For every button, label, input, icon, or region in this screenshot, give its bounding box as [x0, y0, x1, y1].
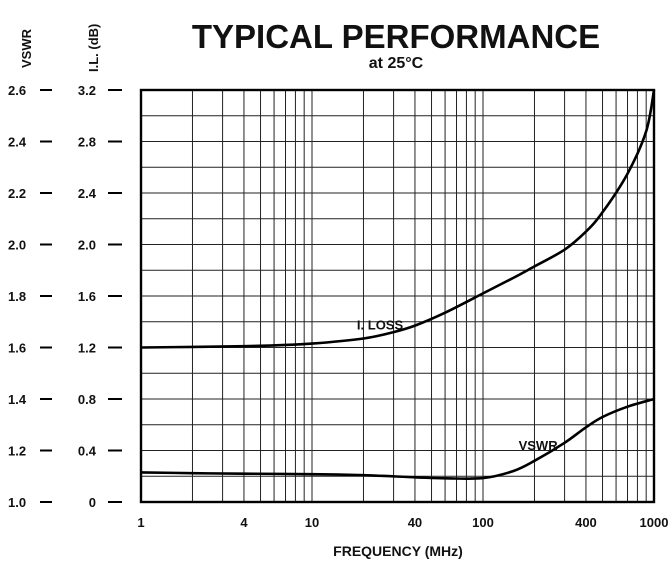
vswr-tick-label: 2.0	[8, 238, 26, 253]
vswr-curve	[140, 397, 655, 481]
vswr-tick-label: 2.6	[8, 83, 26, 98]
insertion-loss-curve	[140, 89, 656, 349]
vswr-tick-label: 1.2	[8, 444, 26, 459]
vswr-curve-label: VSWR	[519, 438, 559, 453]
il-axis-label: I.L. (dB)	[86, 24, 101, 72]
chart-grid	[141, 90, 654, 502]
il-tick-label: 0.4	[78, 444, 97, 459]
vswr-tick-label: 2.2	[8, 186, 26, 201]
plot-border	[139, 88, 656, 504]
vswr-tick-label: 1.4	[8, 392, 27, 407]
chart-title: TYPICAL PERFORMANCE	[192, 18, 600, 55]
chart-ticks: 1.0 0 1.2 0.4 1.4 0.8 1.6 1.2 1.8 1.6 2.0 2.0 2.2 2.4…	[8, 83, 668, 530]
x-tick-label: 10	[305, 515, 319, 530]
plot-frame	[139, 88, 656, 504]
il-tick-label: 3.2	[78, 83, 96, 98]
chart-curves	[140, 89, 656, 481]
x-axis-label: FREQUENCY (MHz)	[333, 543, 463, 559]
vswr-axis-label: VSWR	[19, 28, 34, 68]
il-tick-label: 2.8	[78, 135, 96, 150]
x-tick-label: 400	[575, 515, 597, 530]
vswr-tick-label: 1.0	[8, 495, 26, 510]
x-tick-label: 40	[408, 515, 422, 530]
il-tick-label: 0	[89, 495, 96, 510]
il-tick-label: 2.0	[78, 238, 96, 253]
il-tick-label: 1.6	[78, 289, 96, 304]
vswr-tick-label: 2.4	[8, 135, 27, 150]
x-tick-label: 100	[472, 515, 494, 530]
x-tick-label: 4	[240, 515, 248, 530]
chart-subtitle: at 25°C	[369, 55, 424, 72]
i-loss-curve-label: I. LOSS	[357, 318, 404, 333]
il-tick-label: 0.8	[78, 392, 96, 407]
x-tick-label: 1	[137, 515, 144, 530]
il-tick-label: 1.2	[78, 341, 96, 356]
vswr-tick-label: 1.6	[8, 341, 26, 356]
x-tick-label: 1000	[640, 515, 669, 530]
vswr-tick-label: 1.8	[8, 289, 26, 304]
il-tick-label: 2.4	[78, 186, 97, 201]
